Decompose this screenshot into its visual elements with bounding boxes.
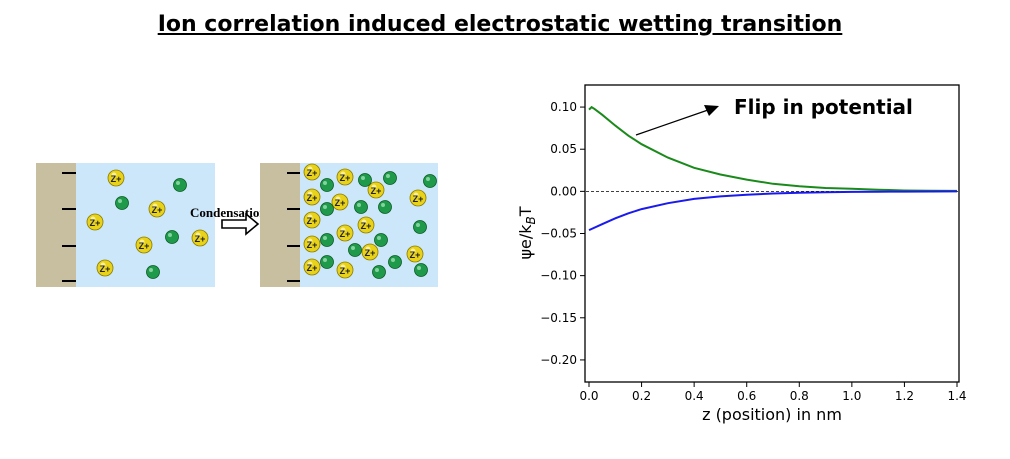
cation: Z+: [303, 188, 321, 206]
condensation-arrow-icon: [221, 212, 260, 236]
cation: Z+: [331, 193, 349, 211]
y-tick-label: 0.10: [550, 100, 577, 114]
cation-label: Z+: [365, 248, 376, 258]
y-tick-label: −0.10: [540, 269, 577, 283]
cation: Z+: [303, 163, 321, 181]
cation-label: Z+: [195, 234, 206, 244]
cation: Z+: [336, 261, 354, 279]
cation: Z+: [409, 189, 427, 207]
anion: [372, 265, 386, 279]
cation-label: Z+: [152, 205, 163, 215]
x-tick-label: 1.4: [947, 389, 966, 403]
anion: [378, 200, 392, 214]
y-tick-label: −0.15: [540, 311, 577, 325]
cation: Z+: [303, 235, 321, 253]
cation: Z+: [361, 243, 379, 261]
cation: Z+: [367, 181, 385, 199]
x-tick-label: 0.4: [685, 389, 704, 403]
condensation-diagram: Z+Z+Z+Z+Z+Z+ Condensation Z+ Z+Z+Z+ Z+ Z+Z+…: [36, 163, 438, 287]
cation-label: Z+: [340, 266, 351, 276]
anion: [165, 230, 179, 244]
series-line-2: [588, 190, 958, 232]
anion: [146, 265, 160, 279]
anion: [320, 233, 334, 247]
x-axis-ticks: 0.0 0.2 0.4 0.6 0.8 1.0 1.2 1.4: [579, 382, 967, 403]
y-tick-label: 0.05: [550, 142, 577, 156]
anion: [320, 255, 334, 269]
cation: Z+: [406, 245, 424, 263]
cation-label: Z+: [371, 186, 382, 196]
cation-label: Z+: [307, 216, 318, 226]
x-tick-label: 1.0: [842, 389, 861, 403]
annotation-arrowhead-icon: [704, 105, 719, 116]
anion: [320, 178, 334, 192]
cation: Z+: [336, 224, 354, 242]
cation-label: Z+: [361, 221, 372, 231]
cation-label: Z+: [307, 263, 318, 273]
plot-frame: [584, 84, 960, 383]
cation-label: Z+: [410, 250, 421, 260]
series-group: [588, 105, 958, 232]
page-title: Ion correlation induced electrostatic we…: [157, 12, 843, 37]
x-axis-label: z (position) in nm: [702, 405, 842, 424]
anion: [413, 220, 427, 234]
anion: [348, 243, 362, 257]
cation-label: Z+: [139, 241, 150, 251]
cation-label: Z+: [90, 218, 101, 228]
cation: Z+: [86, 213, 104, 231]
anion: [388, 255, 402, 269]
cation: Z+: [191, 229, 209, 247]
cation-label: Z+: [100, 264, 111, 274]
x-tick-label: 0.0: [579, 389, 598, 403]
x-tick-label: 1.2: [895, 389, 914, 403]
y-axis-ticks: 0.10 0.05 0.00 −0.05 −0.10 −0.15 −0.20: [540, 100, 585, 367]
cation: Z+: [96, 259, 114, 277]
y-axis-label: ψe/kBT: [516, 206, 538, 259]
left-wall: [36, 163, 76, 287]
cation-label: Z+: [413, 194, 424, 204]
anion: [354, 200, 368, 214]
series-line-1: [588, 105, 958, 192]
flip-annotation: Flip in potential: [734, 95, 913, 119]
cation-label: Z+: [307, 193, 318, 203]
anion: [320, 202, 334, 216]
left-ions: Z+ Z+ Z+ Z+ Z+ Z+: [86, 169, 209, 279]
cation: Z+: [303, 211, 321, 229]
cation: Z+: [148, 200, 166, 218]
annotation-arrow-line: [635, 109, 709, 136]
x-tick-label: 0.6: [737, 389, 756, 403]
cation-label: Z+: [335, 198, 346, 208]
y-tick-label: 0.00: [550, 184, 577, 198]
anion: [423, 174, 437, 188]
anion: [383, 171, 397, 185]
anion: [115, 196, 129, 210]
cation-label: Z+: [111, 174, 122, 184]
y-tick-label: −0.05: [540, 227, 577, 241]
cation: Z+: [303, 258, 321, 276]
cation-label: Z+: [307, 168, 318, 178]
x-tick-label: 0.8: [790, 389, 809, 403]
cation-label: Z+: [340, 173, 351, 183]
y-tick-label: −0.20: [540, 353, 577, 367]
x-tick-label: 0.2: [632, 389, 651, 403]
cation: Z+: [336, 168, 354, 186]
cation-label: Z+: [340, 229, 351, 239]
anion: [374, 233, 388, 247]
anion: [358, 173, 372, 187]
cation: Z+: [135, 236, 153, 254]
right-ions: Z+ Z+ Z+ Z+ Z+ Z+ Z+ Z+ Z+ Z+ Z+ Z+ Z+ Z+: [303, 163, 437, 279]
anion: [414, 263, 428, 277]
right-wall: [260, 163, 300, 287]
anion: [173, 178, 187, 192]
cation: Z+: [107, 169, 125, 187]
cation-label: Z+: [307, 240, 318, 250]
cation: Z+: [357, 216, 375, 234]
